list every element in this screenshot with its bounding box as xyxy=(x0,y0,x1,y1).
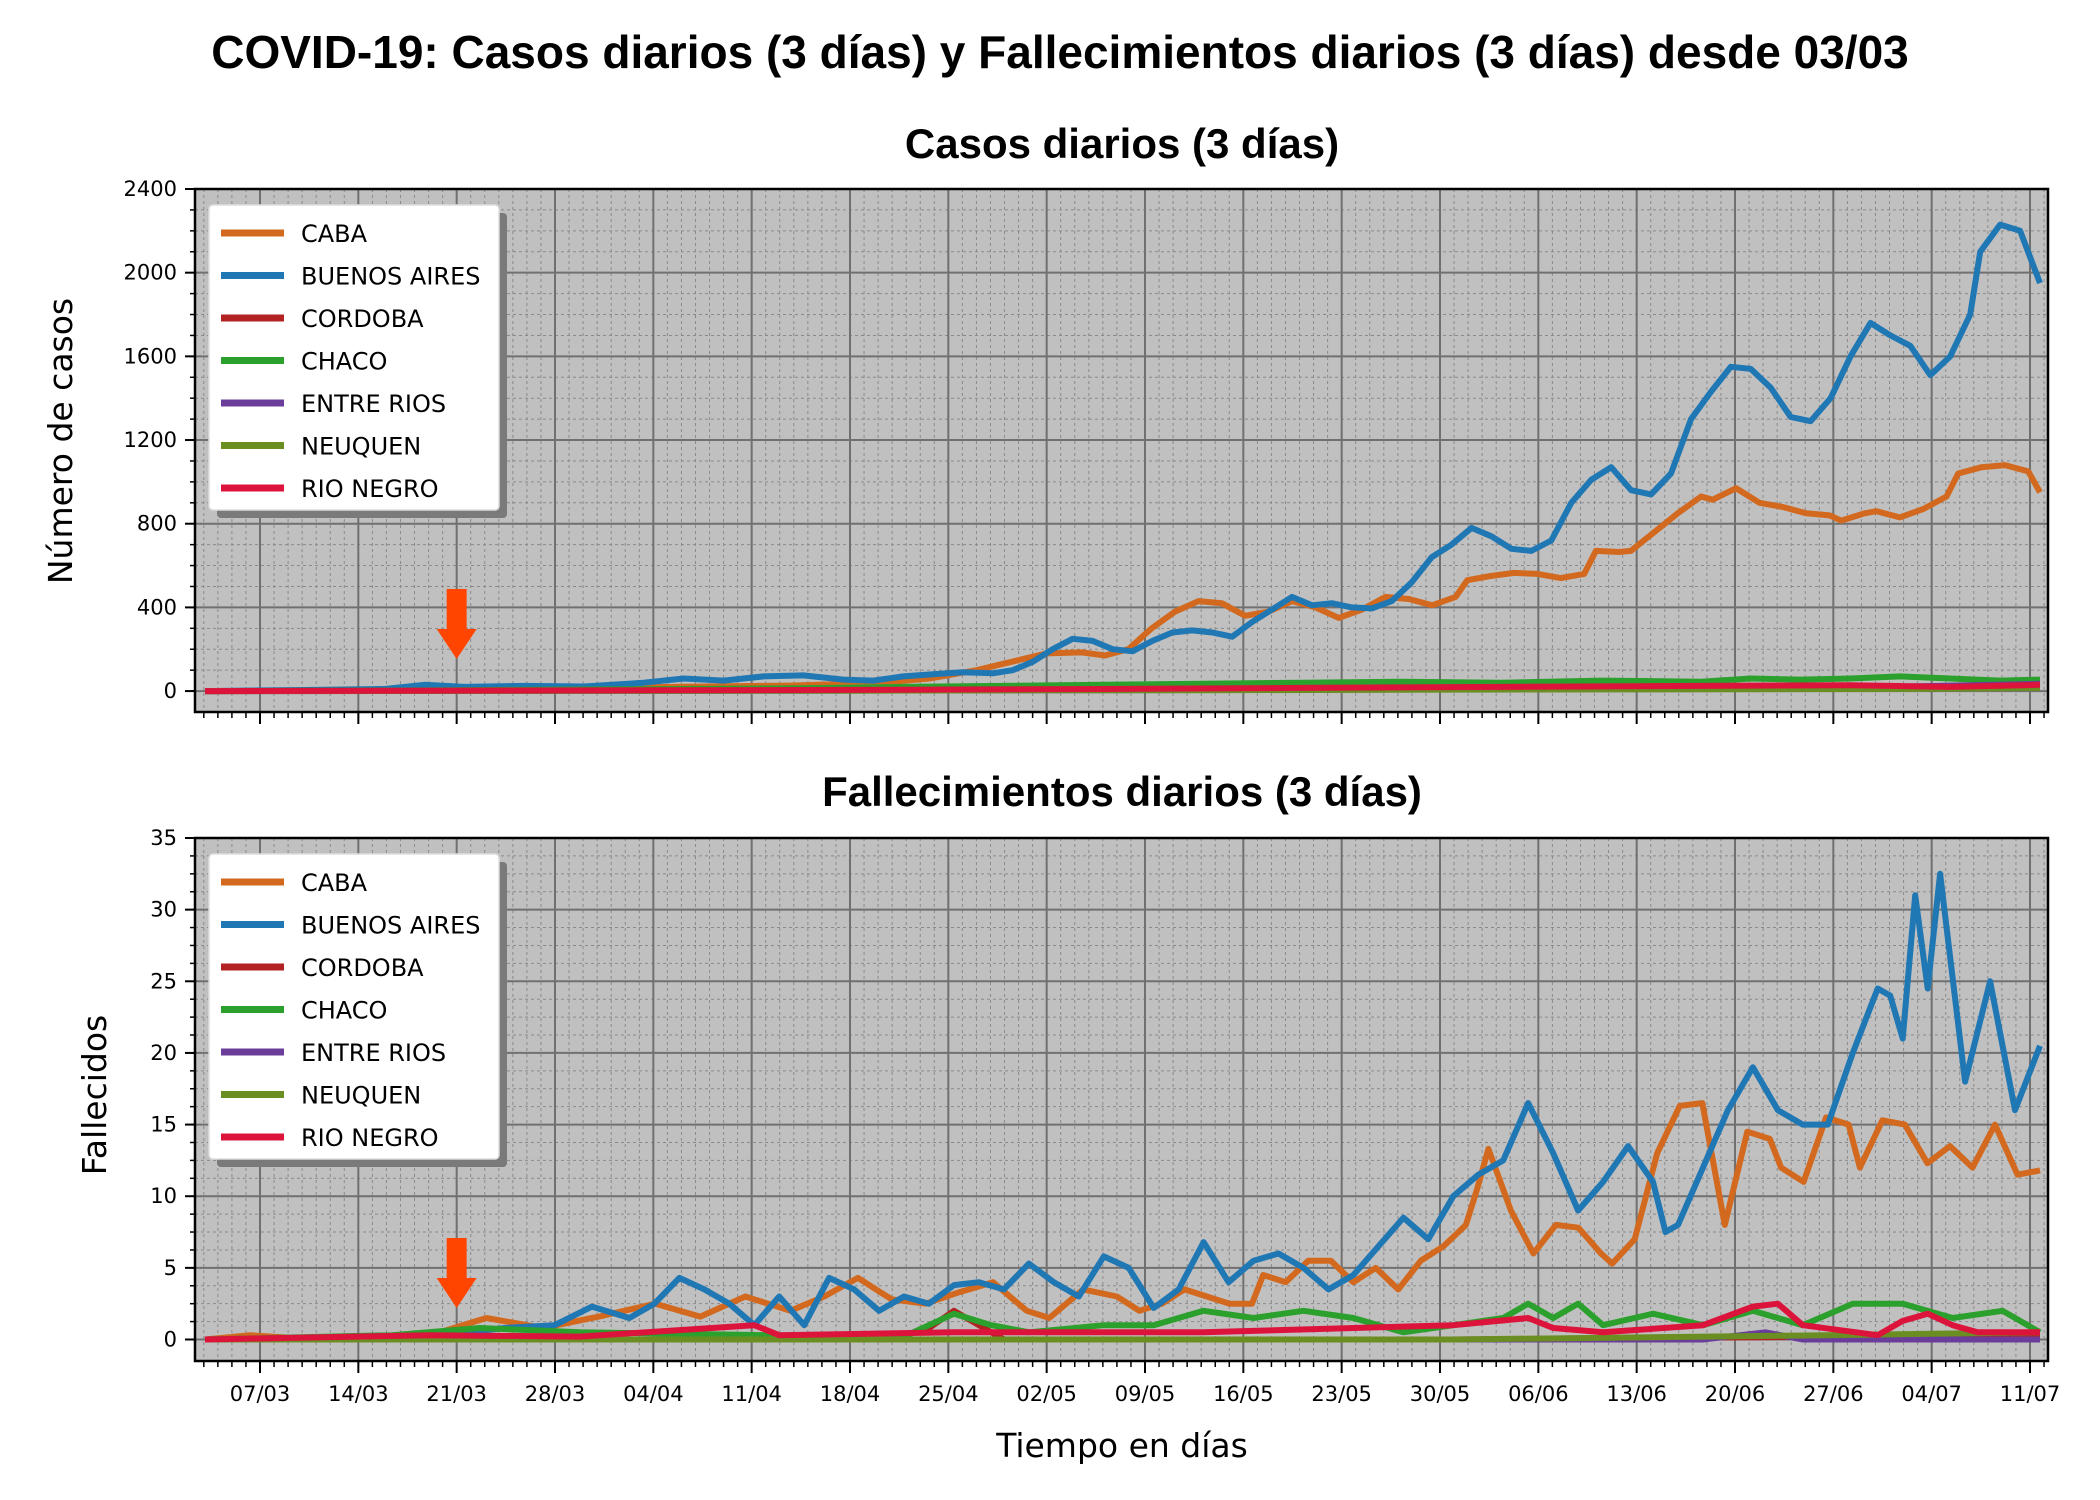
figure-title: COVID-19: Casos diarios (3 días) y Falle… xyxy=(211,26,1909,78)
legend-label: BUENOS AIRES xyxy=(301,263,480,291)
legend: CABA BUENOS AIRES CORDOBA CHACO ENTRE RIOS NE… xyxy=(208,853,507,1167)
legend-label: CHACO xyxy=(301,997,387,1025)
series-line-neuquen xyxy=(205,1329,2041,1343)
arrow-head xyxy=(436,1278,477,1308)
series-lines xyxy=(204,221,2043,695)
y-tick-label: 1600 xyxy=(124,344,177,368)
x-tick-label: 25/04 xyxy=(918,1382,979,1406)
legend-label: CABA xyxy=(301,220,368,248)
x-tick-label: 21/03 xyxy=(426,1382,487,1406)
y-tick-label: 20 xyxy=(150,1041,177,1065)
y-tick-label: 800 xyxy=(137,512,177,536)
bottom-panel: 0 5 10 15 20 25 30 35 07/03 14/03 21/03 28/03 04/04 1… xyxy=(150,826,2060,1406)
x-tick-label: 04/07 xyxy=(1901,1382,1962,1406)
x-tick-label: 13/06 xyxy=(1606,1382,1667,1406)
arrow-shaft xyxy=(446,1238,467,1280)
x-tick-label: 09/05 xyxy=(1115,1382,1176,1406)
top-panel-title: Casos diarios (3 días) xyxy=(905,120,1339,167)
legend-label: CABA xyxy=(301,869,368,897)
series-line-caba xyxy=(204,1100,2041,1343)
annotation-arrow xyxy=(436,589,477,659)
legend-box xyxy=(208,853,500,1160)
series-line-rio-negro xyxy=(204,681,2041,695)
x-tick-label: 07/03 xyxy=(230,1382,291,1406)
x-tick-label: 11/07 xyxy=(2000,1382,2061,1406)
y-tick-label: 15 xyxy=(150,1113,177,1137)
x-tick-label: 30/05 xyxy=(1410,1382,1471,1406)
legend-label: ENTRE RIOS xyxy=(301,390,446,418)
series-line-rio-negro xyxy=(204,1300,2040,1343)
x-tick-label: 20/06 xyxy=(1705,1382,1766,1406)
plot-frame xyxy=(193,836,2050,1363)
bottom-panel-title: Fallecimientos diarios (3 días) xyxy=(822,768,1422,815)
x-tick-label: 23/05 xyxy=(1311,1382,1372,1406)
x-axis xyxy=(203,712,2045,724)
y-tick-label: 0 xyxy=(164,1328,177,1352)
legend-label: RIO NEGRO xyxy=(301,475,439,503)
x-tick-label: 28/03 xyxy=(525,1382,586,1406)
y-axis: 0 400 800 1200 1600 2000 2400 xyxy=(124,177,195,703)
y-tick-label: 2000 xyxy=(124,261,177,285)
bottom-panel-xlabel: Tiempo en días xyxy=(995,1426,1248,1465)
annotation-arrow xyxy=(436,1238,477,1308)
x-tick-label: 18/04 xyxy=(820,1382,881,1406)
legend-label: CHACO xyxy=(301,348,387,376)
legend-label: NEUQUEN xyxy=(301,433,421,461)
y-tick-label: 2400 xyxy=(124,177,177,201)
x-tick-label: 04/04 xyxy=(623,1382,684,1406)
x-axis: 07/03 14/03 21/03 28/03 04/04 11/04 18/04 25/04… xyxy=(203,1361,2061,1406)
plot-frame xyxy=(193,187,2050,714)
y-axis: 0 5 10 15 20 25 30 35 xyxy=(150,826,195,1352)
arrow-head xyxy=(436,629,477,659)
x-tick-label: 27/06 xyxy=(1803,1382,1864,1406)
x-tick-label: 11/04 xyxy=(721,1382,782,1406)
x-tick-label: 14/03 xyxy=(328,1382,389,1406)
legend: CABA BUENOS AIRES CORDOBA CHACO ENTRE RIOS NE… xyxy=(208,204,507,518)
arrow-shaft xyxy=(446,589,467,631)
y-tick-label: 5 xyxy=(164,1256,177,1280)
legend-label: NEUQUEN xyxy=(301,1082,421,1110)
y-tick-label: 25 xyxy=(150,969,177,993)
legend-label: CORDOBA xyxy=(301,305,424,333)
legend-label: RIO NEGRO xyxy=(301,1124,439,1152)
bottom-panel-ylabel: Fallecidos xyxy=(75,1015,114,1175)
series-line-buenos-aires xyxy=(204,870,2043,1343)
x-tick-label: 06/06 xyxy=(1508,1382,1569,1406)
y-tick-label: 0 xyxy=(164,679,177,703)
y-tick-label: 10 xyxy=(150,1184,177,1208)
y-tick-label: 400 xyxy=(137,595,177,619)
x-tick-label: 02/05 xyxy=(1016,1382,1077,1406)
legend-box xyxy=(208,204,500,511)
series-line-caba xyxy=(204,462,2043,695)
legend-label: BUENOS AIRES xyxy=(301,912,480,940)
series-lines xyxy=(204,870,2043,1343)
y-tick-label: 1200 xyxy=(124,428,177,452)
y-tick-label: 35 xyxy=(150,826,177,850)
series-line-buenos-aires xyxy=(204,221,2043,695)
y-tick-label: 30 xyxy=(150,898,177,922)
legend-label: CORDOBA xyxy=(301,954,424,982)
x-tick-label: 16/05 xyxy=(1213,1382,1274,1406)
legend-label: ENTRE RIOS xyxy=(301,1039,446,1067)
top-panel-ylabel: Número de casos xyxy=(41,298,80,584)
